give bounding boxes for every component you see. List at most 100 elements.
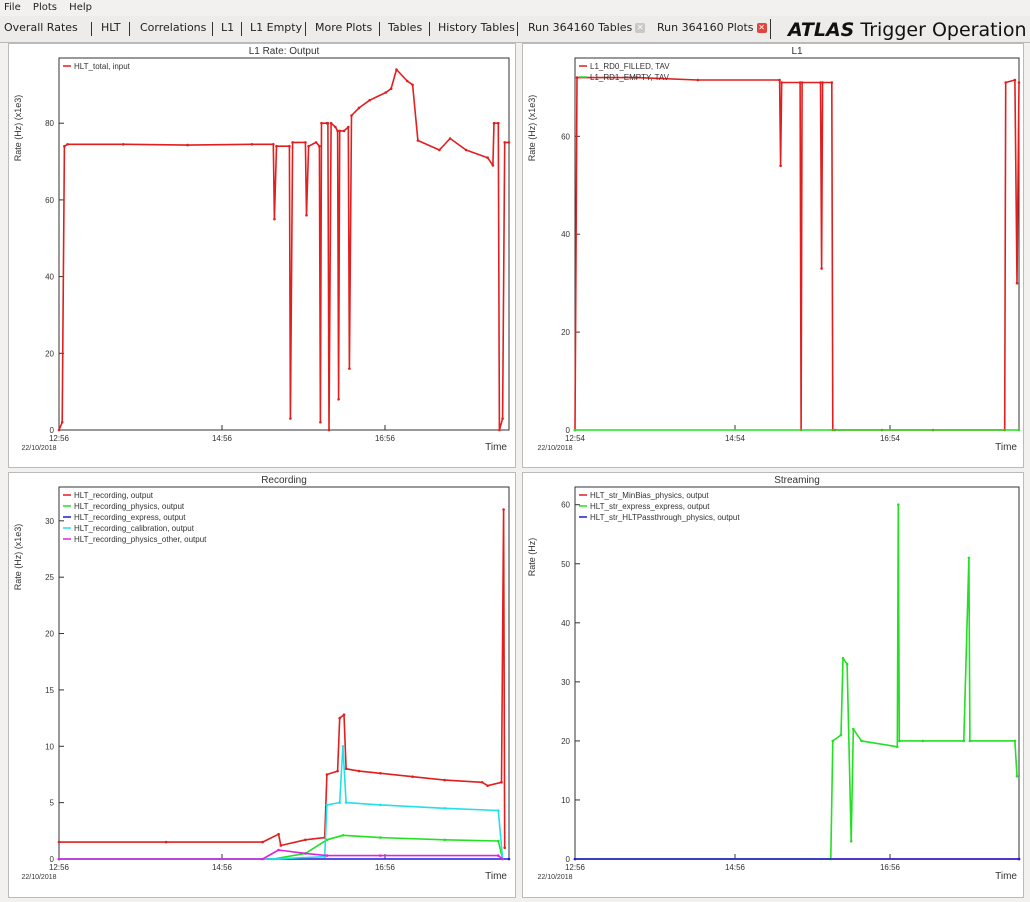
data-point (325, 838, 329, 842)
data-point (338, 801, 342, 804)
data-point (780, 81, 783, 84)
data-point (798, 81, 802, 84)
tab-overall-rates[interactable]: Overall Rates (4, 21, 78, 34)
y-tick-label: 80 (45, 119, 54, 128)
data-point (778, 78, 781, 82)
data-point (342, 713, 346, 716)
tab-more-plots[interactable]: More Plots (315, 21, 373, 34)
legend-label: HLT_str_MinBias_physics, output (590, 491, 709, 500)
plot-frame (58, 486, 510, 860)
y-axis-label: Rate (Hz) (527, 538, 537, 577)
data-point (573, 857, 577, 861)
tab-separator (91, 22, 92, 36)
data-point (486, 156, 489, 159)
tab-hlt[interactable]: HLT (101, 21, 121, 34)
tab-l1-empty[interactable]: L1 Empty (250, 21, 303, 34)
y-tick-label: 60 (45, 196, 54, 205)
tab-separator (379, 22, 380, 36)
data-point (368, 98, 372, 102)
data-point (860, 739, 863, 743)
data-point (779, 164, 782, 167)
data-point (845, 662, 849, 666)
y-tick-label: 30 (561, 678, 570, 687)
data-point (821, 81, 824, 84)
y-axis-label: Rate (Hz) (x1e3) (13, 95, 23, 162)
y-tick-label: 60 (561, 132, 570, 141)
tab-run-tables[interactable]: Run 364160 Tables ✕ (528, 21, 646, 34)
data-point (338, 129, 342, 133)
y-tick-label: 60 (561, 501, 570, 510)
close-icon[interactable]: ✕ (635, 23, 646, 33)
menu-help[interactable]: Help (69, 2, 92, 13)
plot-panel-l1-rate[interactable]: L1 Rate: Output 0 20 40 60 80 12:56 14:56 16:56 2… (8, 43, 516, 468)
data-point (501, 857, 504, 861)
x-tick-label: 14:56 (212, 434, 233, 443)
plot-panel-recording[interactable]: Recording 0 5 10 15 20 25 30 12:56 14:56 16:56 22/1… (8, 472, 516, 898)
series-line (575, 503, 1018, 860)
data-point (277, 832, 280, 836)
data-point (325, 854, 329, 857)
plot-panel-l1[interactable]: L1 0 20 40 60 12:54 14:54 16:54 22/10/2018 Time Ra… (522, 43, 1024, 468)
data-point (325, 803, 329, 807)
data-point (314, 141, 318, 144)
tab-tables[interactable]: Tables (388, 21, 423, 34)
brand-rest: Trigger Operation (854, 19, 1027, 41)
data-point (1017, 857, 1021, 861)
data-point (443, 778, 447, 782)
data-point (318, 144, 321, 148)
data-point (1015, 775, 1019, 778)
data-point (497, 854, 500, 857)
tab-separator (241, 22, 242, 36)
x-tick-label: 16:54 (880, 434, 901, 443)
data-point (186, 143, 189, 147)
data-point (348, 367, 351, 370)
tab-separator (517, 22, 518, 36)
tab-l1[interactable]: L1 (221, 21, 235, 34)
tab-run-plots[interactable]: Run 364160 Plots ✕ (657, 21, 767, 34)
data-point (304, 838, 307, 842)
plot-frame (574, 57, 1020, 431)
data-point (319, 421, 322, 424)
y-tick-label: 10 (561, 796, 570, 805)
data-point (341, 745, 345, 748)
menu-plots[interactable]: Plots (32, 2, 57, 13)
tab-correlations[interactable]: Correlations (140, 21, 207, 34)
date-label: 22/10/2018 (21, 445, 56, 452)
data-point (279, 844, 283, 847)
x-tick-label: 16:56 (375, 863, 396, 872)
data-point (347, 125, 350, 129)
data-point (819, 81, 822, 84)
data-point (395, 68, 398, 71)
l1-chart: L1 0 20 40 60 12:54 14:54 16:54 22/10/2018 Time Ra… (527, 46, 1021, 453)
data-point (831, 739, 835, 743)
tab-run-tables-label: Run 364160 Tables (528, 21, 633, 34)
data-point (575, 76, 579, 79)
data-point (849, 840, 853, 843)
close-icon[interactable]: ✕ (756, 23, 767, 33)
x-axis-label: Time (995, 442, 1017, 453)
y-tick-label: 20 (45, 630, 54, 639)
data-point (320, 121, 323, 125)
data-point (486, 784, 489, 787)
data-point (326, 121, 330, 125)
data-point (379, 772, 382, 775)
chart-title: L1 (791, 46, 803, 57)
data-point (968, 739, 972, 743)
y-tick-label: 0 (50, 855, 55, 864)
legend-label: L1_RD1_EMPTY, TAV (590, 73, 670, 82)
data-point (443, 807, 447, 810)
data-point (839, 733, 843, 737)
data-point (57, 857, 61, 861)
data-point (250, 143, 254, 146)
x-tick-label: 16:56 (375, 434, 396, 443)
y-tick-label: 25 (45, 573, 54, 582)
x-tick-label: 14:56 (212, 863, 233, 872)
x-axis-label: Time (995, 871, 1017, 882)
data-point (379, 854, 382, 857)
menu-file[interactable]: File (4, 2, 21, 13)
chart-title: Recording (261, 475, 307, 486)
data-point (344, 767, 348, 771)
data-point (852, 727, 855, 731)
plot-panel-streaming[interactable]: Streaming 0 10 20 30 40 50 60 12:56 14:56 16:56 22/… (522, 472, 1024, 898)
tab-history-tables[interactable]: History Tables (438, 21, 515, 34)
